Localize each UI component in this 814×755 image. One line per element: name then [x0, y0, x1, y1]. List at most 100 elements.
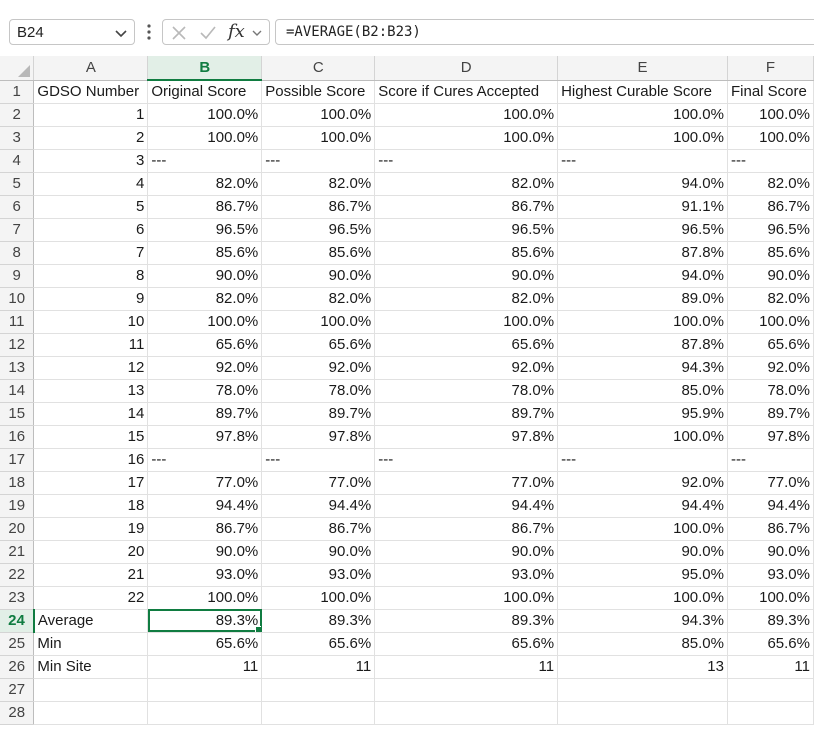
row-header-14[interactable]: 14 [0, 379, 35, 403]
enter-check-icon[interactable] [198, 23, 218, 43]
cell-c14[interactable]: 78.0% [261, 379, 376, 403]
cell-b20[interactable]: 86.7% [147, 517, 263, 541]
row-header-7[interactable]: 7 [0, 218, 35, 242]
cell-c16[interactable]: 97.8% [261, 425, 376, 449]
cell-c11[interactable]: 100.0% [261, 310, 376, 334]
cell-f6[interactable]: 86.7% [727, 195, 814, 219]
cell-c9[interactable]: 90.0% [261, 264, 376, 288]
row-header-15[interactable]: 15 [0, 402, 35, 426]
cell-d20[interactable]: 86.7% [374, 517, 559, 541]
cell-a4[interactable]: 3 [33, 149, 149, 173]
cell-f25[interactable]: 65.6% [727, 632, 814, 656]
cell-b15[interactable]: 89.7% [147, 402, 263, 426]
cell-f5[interactable]: 82.0% [727, 172, 814, 196]
row-header-28[interactable]: 28 [0, 701, 35, 725]
cell-b13[interactable]: 92.0% [147, 356, 263, 380]
cell-d18[interactable]: 77.0% [374, 471, 559, 495]
cell-c15[interactable]: 89.7% [261, 402, 376, 426]
cell-b26[interactable]: 11 [147, 655, 263, 679]
cell-a13[interactable]: 12 [33, 356, 149, 380]
cell-e1[interactable]: Highest Curable Score [557, 80, 728, 104]
cell-d3[interactable]: 100.0% [374, 126, 559, 150]
cell-e7[interactable]: 96.5% [557, 218, 728, 242]
cell-d16[interactable]: 97.8% [374, 425, 559, 449]
cell-f23[interactable]: 100.0% [727, 586, 814, 610]
cell-e24[interactable]: 94.3% [557, 609, 728, 633]
row-header-26[interactable]: 26 [0, 655, 35, 679]
fill-handle[interactable] [255, 625, 261, 631]
cell-b23[interactable]: 100.0% [147, 586, 263, 610]
cell-b12[interactable]: 65.6% [147, 333, 263, 357]
cell-c27[interactable] [261, 678, 376, 702]
cell-e21[interactable]: 90.0% [557, 540, 728, 564]
cell-c20[interactable]: 86.7% [261, 517, 376, 541]
cell-b1[interactable]: Original Score [147, 80, 263, 104]
cell-d23[interactable]: 100.0% [374, 586, 559, 610]
cell-b24[interactable]: 89.3% [147, 609, 263, 633]
cell-d12[interactable]: 65.6% [374, 333, 559, 357]
cell-a18[interactable]: 17 [33, 471, 149, 495]
cell-d7[interactable]: 96.5% [374, 218, 559, 242]
cell-f9[interactable]: 90.0% [727, 264, 814, 288]
row-header-19[interactable]: 19 [0, 494, 35, 518]
cell-f15[interactable]: 89.7% [727, 402, 814, 426]
cell-a27[interactable] [33, 678, 149, 702]
row-header-5[interactable]: 5 [0, 172, 35, 196]
cell-a23[interactable]: 22 [33, 586, 149, 610]
cell-f14[interactable]: 78.0% [727, 379, 814, 403]
cell-c24[interactable]: 89.3% [261, 609, 376, 633]
cell-e10[interactable]: 89.0% [557, 287, 728, 311]
cell-e28[interactable] [557, 701, 728, 725]
cell-f17[interactable]: --- [727, 448, 814, 472]
formula-input[interactable]: =AVERAGE(B2:B23) [275, 19, 814, 45]
cell-f26[interactable]: 11 [727, 655, 814, 679]
cell-e12[interactable]: 87.8% [557, 333, 728, 357]
cell-a2[interactable]: 1 [33, 103, 149, 127]
cell-b18[interactable]: 77.0% [147, 471, 263, 495]
row-header-17[interactable]: 17 [0, 448, 35, 472]
cell-f18[interactable]: 77.0% [727, 471, 814, 495]
row-header-6[interactable]: 6 [0, 195, 35, 219]
row-header-11[interactable]: 11 [0, 310, 35, 334]
cell-c7[interactable]: 96.5% [261, 218, 376, 242]
cell-a28[interactable] [33, 701, 149, 725]
cell-b5[interactable]: 82.0% [147, 172, 263, 196]
cell-c1[interactable]: Possible Score [261, 80, 376, 104]
cell-c28[interactable] [261, 701, 376, 725]
cell-b22[interactable]: 93.0% [147, 563, 263, 587]
cell-b27[interactable] [147, 678, 263, 702]
cell-a7[interactable]: 6 [33, 218, 149, 242]
column-header-e[interactable]: E [557, 56, 728, 81]
cell-d13[interactable]: 92.0% [374, 356, 559, 380]
cell-c4[interactable]: --- [261, 149, 376, 173]
cell-d27[interactable] [374, 678, 559, 702]
cell-b17[interactable]: --- [147, 448, 263, 472]
cell-b7[interactable]: 96.5% [147, 218, 263, 242]
cell-f22[interactable]: 93.0% [727, 563, 814, 587]
cell-c10[interactable]: 82.0% [261, 287, 376, 311]
more-vert-icon[interactable] [143, 21, 155, 43]
cell-b8[interactable]: 85.6% [147, 241, 263, 265]
cell-e23[interactable]: 100.0% [557, 586, 728, 610]
cell-d15[interactable]: 89.7% [374, 402, 559, 426]
cell-c22[interactable]: 93.0% [261, 563, 376, 587]
column-header-f[interactable]: F [727, 56, 814, 81]
cell-b25[interactable]: 65.6% [147, 632, 263, 656]
cell-d11[interactable]: 100.0% [374, 310, 559, 334]
cell-c18[interactable]: 77.0% [261, 471, 376, 495]
chevron-down-icon[interactable] [114, 26, 128, 40]
cell-a8[interactable]: 7 [33, 241, 149, 265]
cell-c17[interactable]: --- [261, 448, 376, 472]
cell-c19[interactable]: 94.4% [261, 494, 376, 518]
cell-a24[interactable]: Average [33, 609, 149, 633]
cell-c2[interactable]: 100.0% [261, 103, 376, 127]
cell-e26[interactable]: 13 [557, 655, 728, 679]
row-header-9[interactable]: 9 [0, 264, 35, 288]
row-header-18[interactable]: 18 [0, 471, 35, 495]
cell-b10[interactable]: 82.0% [147, 287, 263, 311]
cell-b6[interactable]: 86.7% [147, 195, 263, 219]
column-header-a[interactable]: A [33, 56, 149, 81]
row-header-2[interactable]: 2 [0, 103, 35, 127]
cell-c23[interactable]: 100.0% [261, 586, 376, 610]
row-header-13[interactable]: 13 [0, 356, 35, 380]
